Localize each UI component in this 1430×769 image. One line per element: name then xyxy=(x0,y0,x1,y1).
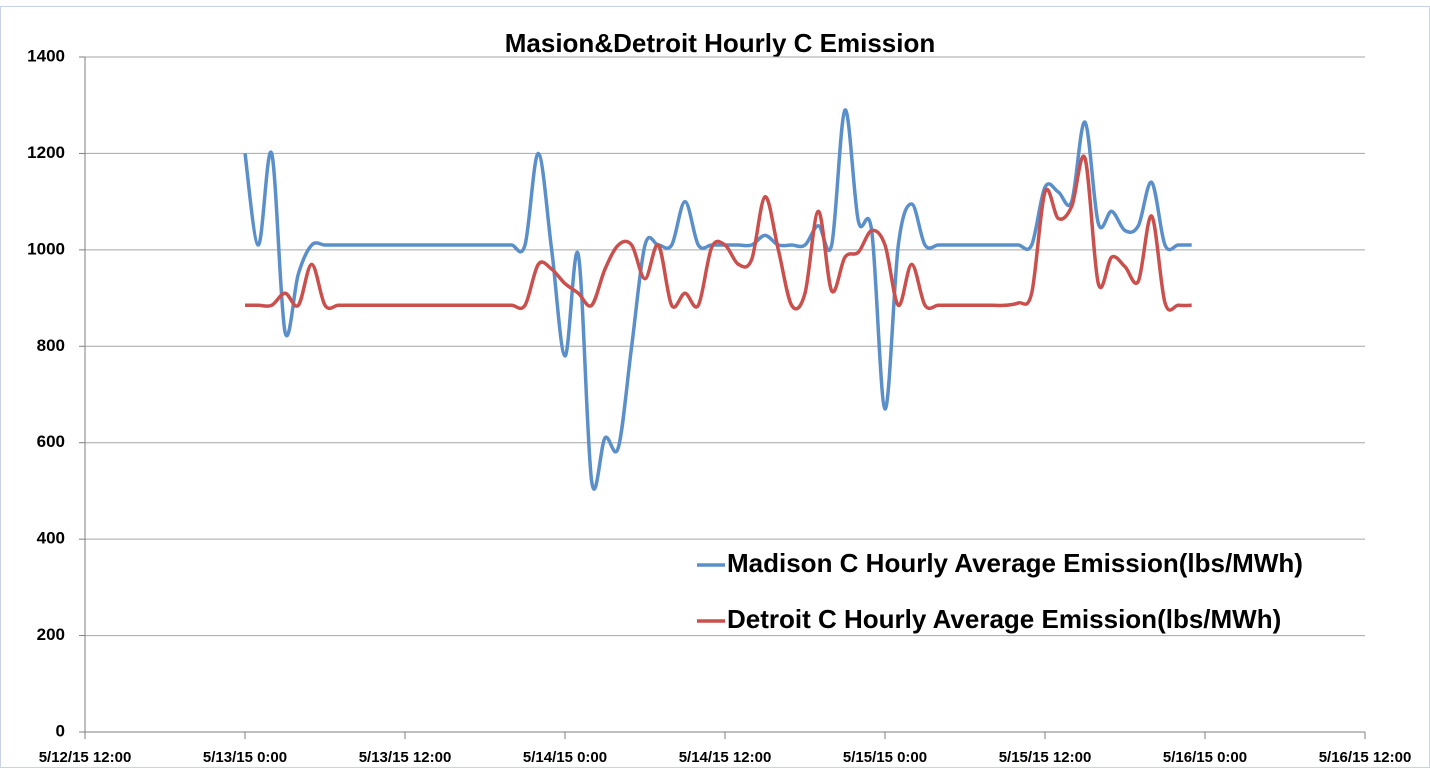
x-tick-label: 5/14/15 12:00 xyxy=(679,749,772,766)
legend-label: Madison C Hourly Average Emission(lbs/MW… xyxy=(727,548,1303,578)
chart-title: Masion&Detroit Hourly C Emission xyxy=(505,28,936,58)
legend-label: Detroit C Hourly Average Emission(lbs/MW… xyxy=(727,604,1281,634)
series-line xyxy=(245,154,1192,312)
series-line xyxy=(243,108,1192,491)
x-tick-label: 5/16/15 0:00 xyxy=(1163,749,1247,766)
chart-frame xyxy=(0,6,1430,768)
x-tick-label: 5/14/15 0:00 xyxy=(523,749,607,766)
y-tick-label: 1400 xyxy=(27,46,65,65)
y-tick-label: 1200 xyxy=(27,143,65,162)
x-tick-label: 5/15/15 12:00 xyxy=(999,749,1092,766)
x-tick-label: 5/13/15 0:00 xyxy=(203,749,287,766)
x-tick-label: 5/15/15 0:00 xyxy=(843,749,927,766)
y-tick-label: 400 xyxy=(37,529,65,548)
y-tick-label: 200 xyxy=(37,625,65,644)
x-tick-label: 5/16/15 12:00 xyxy=(1319,749,1412,766)
y-tick-label: 1000 xyxy=(27,239,65,258)
y-tick-label: 800 xyxy=(37,336,65,355)
y-tick-label: 0 xyxy=(56,721,65,740)
x-tick-label: 5/13/15 12:00 xyxy=(359,749,452,766)
y-tick-label: 600 xyxy=(37,432,65,451)
x-tick-label: 5/12/15 12:00 xyxy=(39,749,132,766)
